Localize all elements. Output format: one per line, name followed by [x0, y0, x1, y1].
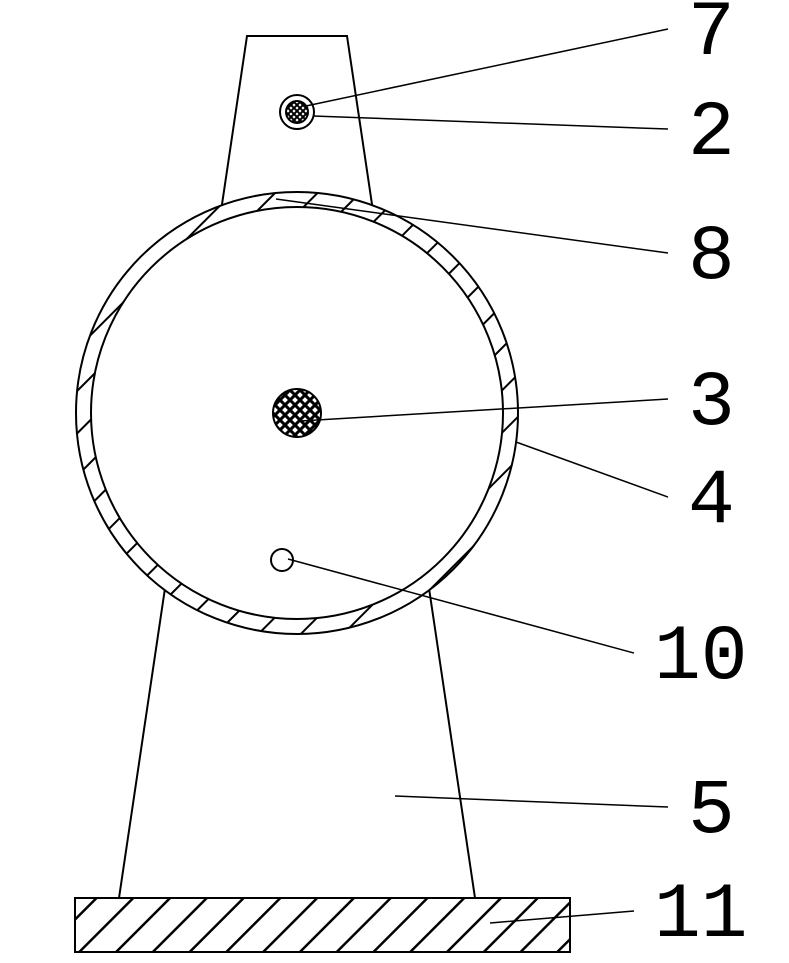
label-7: 7 — [688, 0, 735, 78]
label-3: 3 — [688, 360, 735, 448]
leader-7 — [306, 29, 668, 106]
label-10: 10 — [654, 614, 748, 702]
center-dot — [273, 389, 321, 437]
leader-2 — [313, 116, 668, 129]
leader-4 — [516, 442, 668, 497]
label-5: 5 — [688, 768, 735, 856]
label-2: 2 — [688, 90, 735, 178]
label-4: 4 — [688, 458, 735, 546]
base-plate — [75, 898, 570, 952]
label-8: 8 — [688, 214, 735, 302]
top-small-inner — [286, 101, 308, 123]
label-11: 11 — [654, 872, 748, 960]
